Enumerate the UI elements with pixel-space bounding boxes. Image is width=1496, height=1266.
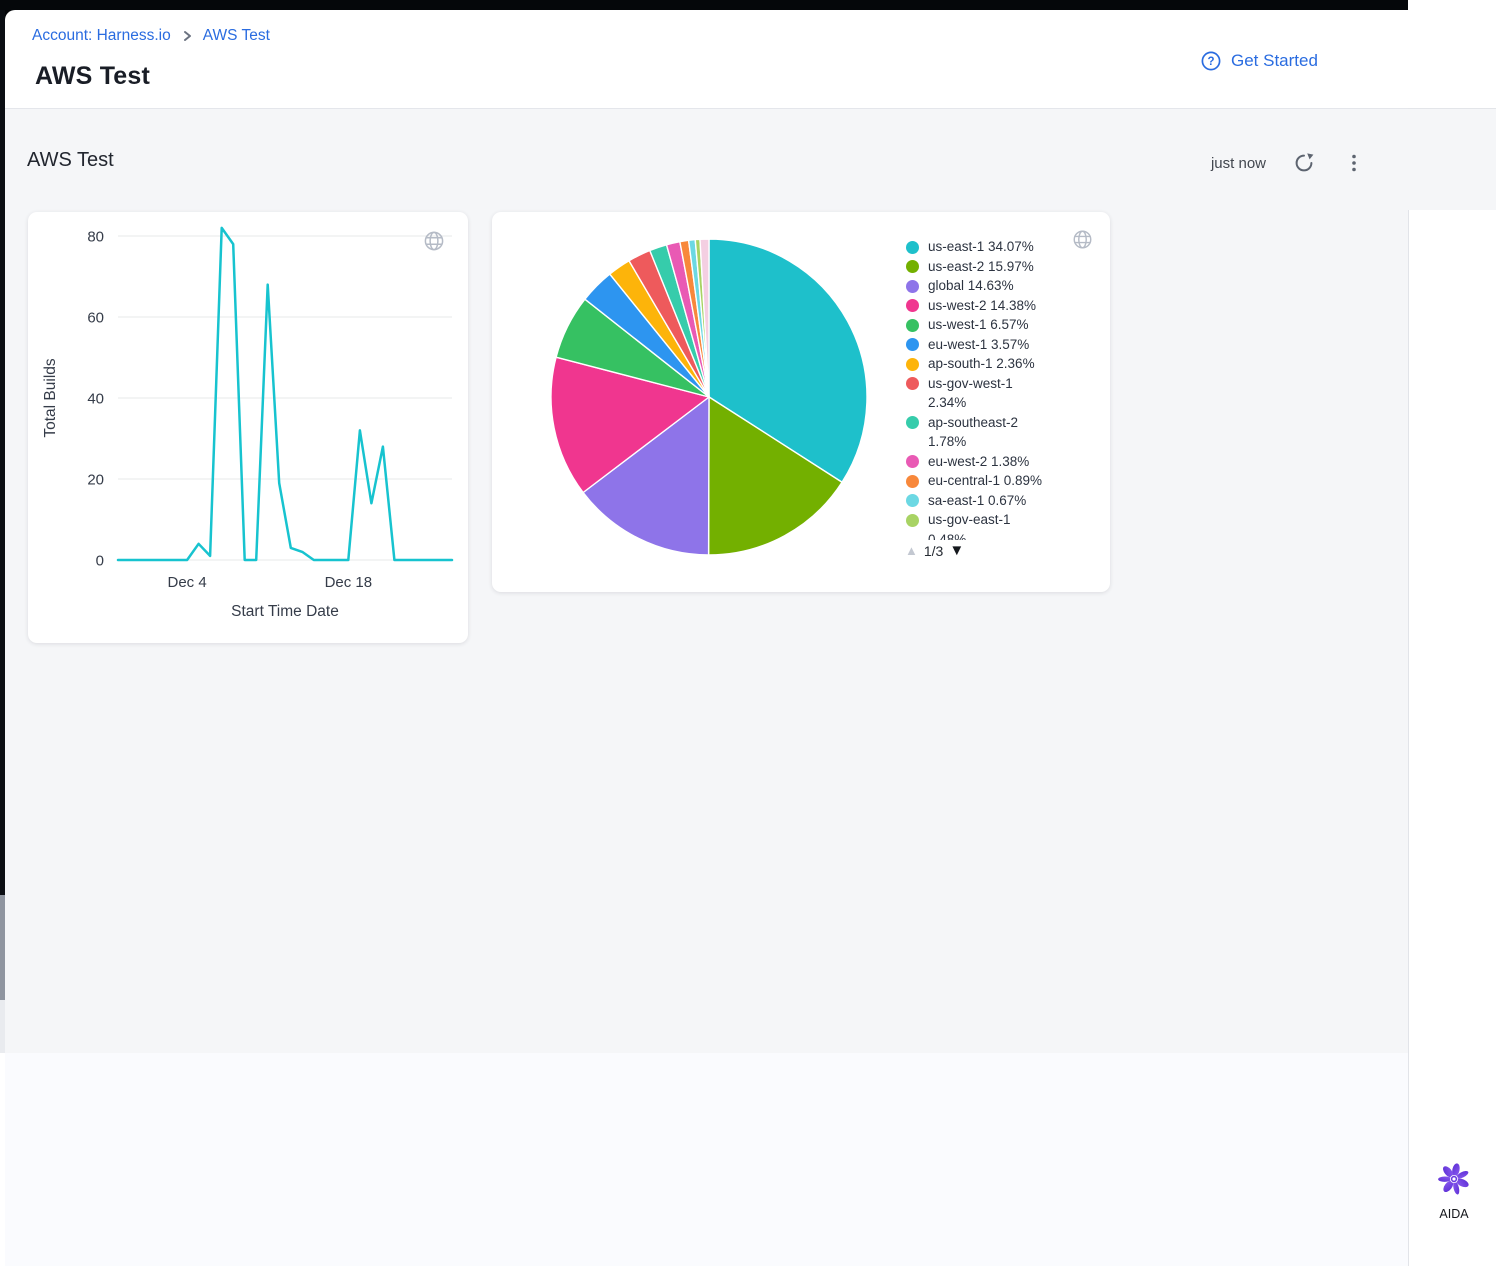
legend-label: eu-west-1 3.57% bbox=[928, 336, 1030, 352]
right-gutter bbox=[1408, 210, 1496, 1266]
pie-legend: us-east-1 34.07% us-east-2 15.97% global 1… bbox=[906, 237, 1092, 540]
legend-label: us-gov-east-1 0.48% bbox=[928, 512, 1011, 540]
legend-swatch bbox=[906, 240, 919, 254]
globe-icon bbox=[1071, 228, 1094, 256]
legend-pagination: ▲ 1/3 ▼ bbox=[905, 542, 964, 559]
legend-item[interactable]: eu-west-1 3.57% bbox=[906, 335, 1092, 355]
globe-icon bbox=[422, 229, 446, 258]
get-started-button[interactable]: ? Get Started bbox=[1200, 50, 1318, 72]
y-tick-label: 40 bbox=[87, 391, 104, 408]
pie-slice-us-west-2[interactable] bbox=[550, 356, 710, 494]
legend-label: us-west-1 6.57% bbox=[928, 317, 1029, 332]
help-icon: ? bbox=[1200, 50, 1222, 72]
y-tick-label: 80 bbox=[87, 229, 104, 246]
legend-label: eu-central-1 0.89% bbox=[928, 473, 1043, 488]
legend-item[interactable]: us-east-2 15.97% bbox=[906, 257, 1092, 277]
legend-item[interactable]: ap-south-1 2.36% bbox=[906, 354, 1092, 374]
legend-swatch bbox=[906, 338, 919, 351]
legend-swatch bbox=[906, 474, 919, 488]
legend-item[interactable]: us-gov-west-1 2.34% bbox=[906, 374, 1092, 413]
dashboard-menu-button[interactable] bbox=[1342, 151, 1366, 175]
collapsed-nav-strip-footer bbox=[0, 895, 5, 1000]
top-black-bar bbox=[0, 0, 1408, 10]
refresh-button[interactable] bbox=[1292, 151, 1316, 175]
pie-slice-other[interactable] bbox=[699, 238, 710, 398]
page-background bbox=[5, 1053, 1408, 1266]
legend-label: eu-west-2 1.38% bbox=[928, 453, 1030, 469]
legend-label: sa-east-1 0.67% bbox=[928, 492, 1027, 508]
collapsed-nav-strip-end bbox=[0, 1000, 5, 1053]
legend-swatch bbox=[906, 416, 919, 429]
x-tick-label: Dec 4 bbox=[168, 574, 207, 591]
pie-slice-us-east-1[interactable] bbox=[708, 238, 868, 483]
page-header: Account: Harness.io AWS Test AWS Test ? … bbox=[5, 10, 1408, 109]
dashboard-title: AWS Test bbox=[27, 149, 114, 171]
legend-item[interactable]: us-west-1 6.57% bbox=[906, 315, 1092, 335]
legend-item[interactable]: us-east-1 34.07% bbox=[906, 237, 1092, 257]
legend-swatch bbox=[906, 455, 919, 468]
aida-button[interactable]: AIDA bbox=[1428, 1161, 1480, 1221]
refresh-icon bbox=[1293, 152, 1315, 174]
legend-item[interactable]: eu-central-1 0.89% bbox=[906, 471, 1092, 491]
total-builds-line-chart: 0 20 40 60 80 Dec 4 Dec 18 Start Time Date Total… bbox=[42, 226, 454, 620]
legend-page-up-icon[interactable]: ▲ bbox=[905, 543, 918, 558]
legend-label: us-east-1 34.07% bbox=[928, 239, 1034, 254]
legend-swatch bbox=[906, 494, 919, 507]
legend-item[interactable]: eu-west-2 1.38% bbox=[906, 452, 1092, 472]
breadcrumb-current[interactable]: AWS Test bbox=[202, 27, 270, 44]
legend-swatch bbox=[906, 299, 919, 312]
legend-swatch bbox=[906, 318, 919, 332]
total-builds-chart-card: 0 20 40 60 80 Dec 4 Dec 18 Start Time Date Total… bbox=[28, 212, 468, 643]
x-axis-title: Start Time Date bbox=[231, 603, 339, 620]
breadcrumb-chevron-icon bbox=[181, 30, 193, 42]
x-tick-label: Dec 18 bbox=[325, 574, 373, 591]
legend-swatch bbox=[906, 357, 919, 371]
page-title: AWS Test bbox=[35, 62, 151, 90]
legend-swatch bbox=[906, 279, 919, 293]
legend-swatch bbox=[906, 377, 919, 390]
svg-text:?: ? bbox=[1207, 56, 1214, 68]
legend-swatch bbox=[906, 260, 919, 273]
breadcrumb: Account: Harness.io AWS Test bbox=[32, 27, 270, 45]
dashboard-toolbar: AWS Test just now bbox=[5, 108, 1496, 211]
collapsed-nav-strip bbox=[0, 10, 5, 895]
legend-item[interactable]: ap-southeast-2 1.78% bbox=[906, 413, 1092, 452]
legend-label: us-west-2 14.38% bbox=[928, 297, 1037, 313]
dashboard-actions: just now bbox=[1211, 151, 1366, 175]
get-started-label: Get Started bbox=[1231, 51, 1318, 70]
legend-item[interactable]: us-west-2 14.38% bbox=[906, 296, 1092, 316]
legend-item[interactable]: global 14.63% bbox=[906, 276, 1092, 296]
legend-item[interactable]: sa-east-1 0.67% bbox=[906, 491, 1092, 511]
breadcrumb-account-link[interactable]: Account: Harness.io bbox=[32, 27, 171, 44]
pie-slice-global[interactable] bbox=[582, 396, 710, 556]
y-tick-label: 0 bbox=[96, 553, 104, 570]
legend-label: ap-south-1 2.36% bbox=[928, 356, 1035, 371]
kebab-menu-icon bbox=[1343, 152, 1365, 174]
y-axis-title: Total Builds bbox=[42, 358, 59, 438]
legend-label: global 14.63% bbox=[928, 278, 1014, 293]
aida-label: AIDA bbox=[1439, 1207, 1469, 1221]
regions-pie-chart bbox=[550, 238, 868, 556]
legend-label: us-east-2 15.97% bbox=[928, 258, 1034, 274]
legend-page-down-icon[interactable]: ▼ bbox=[949, 542, 965, 559]
aida-logo bbox=[1436, 1161, 1472, 1197]
legend-item[interactable]: us-gov-east-1 0.48% bbox=[906, 510, 1092, 540]
legend-swatch bbox=[906, 513, 919, 527]
pie-slice-us-east-2[interactable] bbox=[707, 396, 843, 556]
legend-label: us-gov-west-1 2.34% bbox=[928, 375, 1013, 411]
y-tick-label: 20 bbox=[87, 472, 104, 489]
total-builds-series bbox=[116, 226, 454, 562]
last-refreshed-label: just now bbox=[1210, 154, 1266, 172]
regions-pie-chart-card: us-east-1 34.07% us-east-2 15.97% global 1… bbox=[492, 212, 1110, 592]
legend-page-indicator: 1/3 bbox=[923, 542, 944, 559]
legend-label: ap-southeast-2 1.78% bbox=[928, 414, 1019, 450]
y-tick-label: 60 bbox=[87, 310, 104, 327]
